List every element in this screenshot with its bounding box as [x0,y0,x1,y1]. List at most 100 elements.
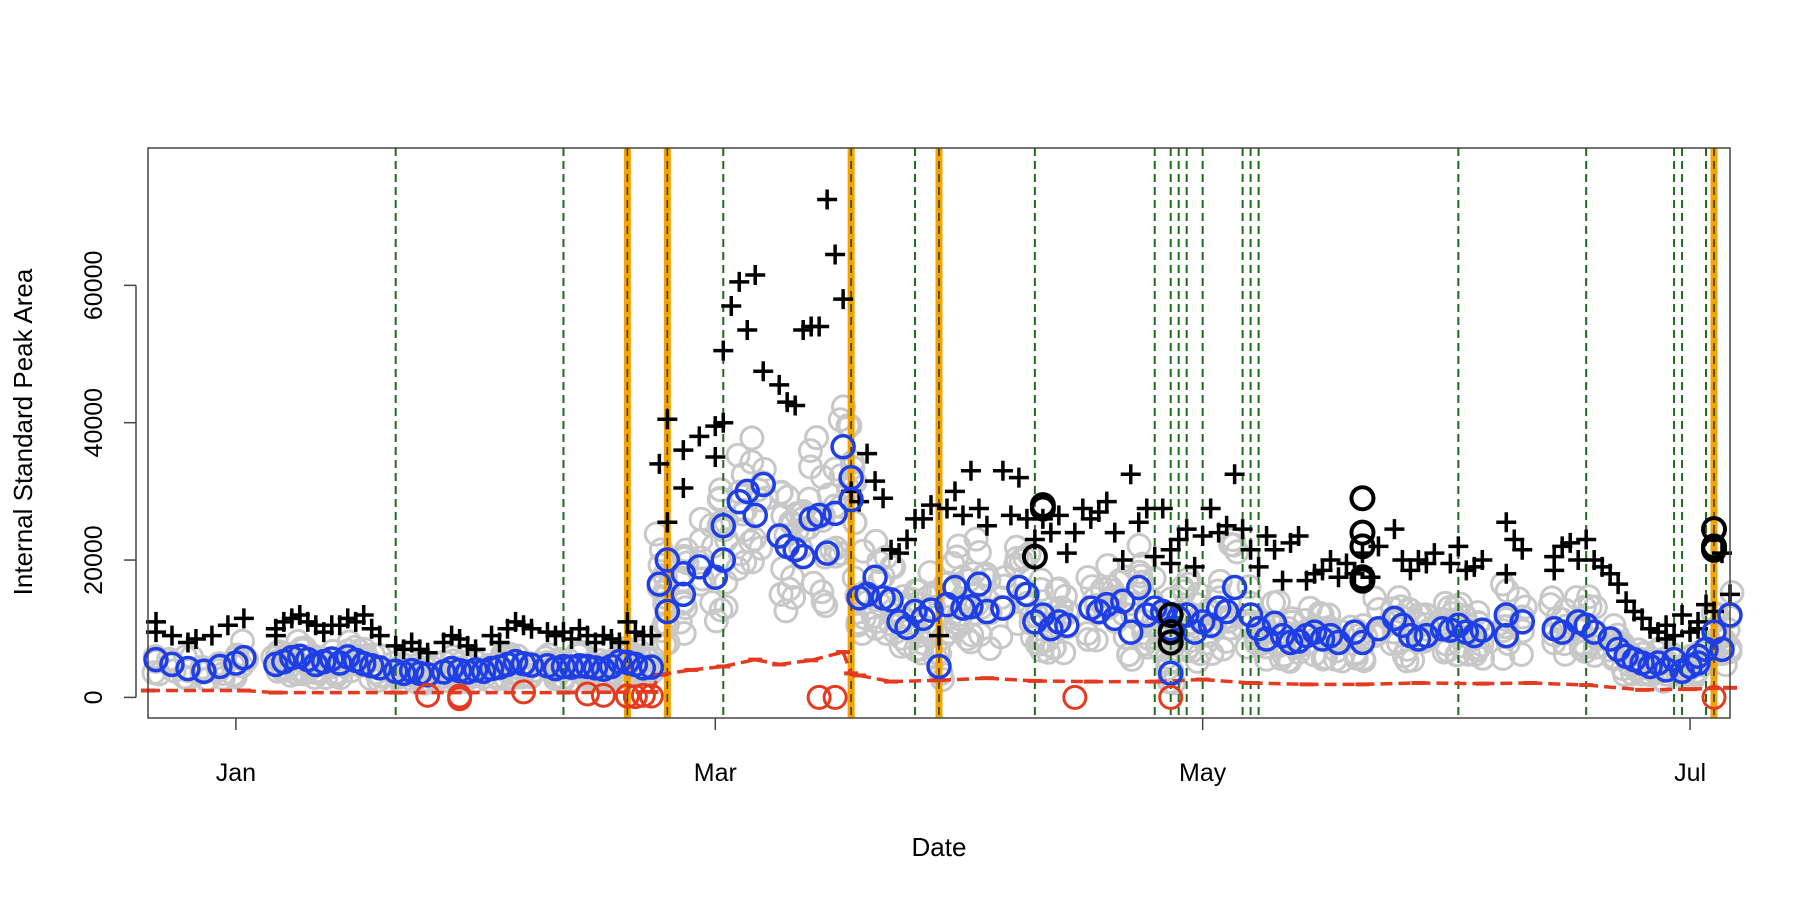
maximum-marker [785,395,806,416]
maximum-marker [1072,498,1093,519]
median-marker [1157,660,1184,687]
maximum-marker [713,340,734,361]
lower-limit-line [659,668,692,677]
median-marker [1038,615,1064,642]
maximum-marker [1440,553,1461,574]
replicate-point [1210,636,1236,662]
median-marker [1125,574,1152,601]
high-outlier-marker [1029,492,1056,519]
median-marker [1709,636,1735,663]
maximum-marker [1600,563,1621,584]
median-marker [1301,619,1328,645]
low-outlier-marker [630,682,656,708]
maximum-marker [825,244,846,265]
maximum-marker [161,625,182,646]
median-marker [790,543,816,570]
lower-limit-line [1482,681,1531,686]
maximum-marker [1248,556,1269,577]
median-marker [646,571,673,597]
maximum-marker [1544,560,1565,581]
low-outlier-marker [638,683,664,709]
replicate-point [672,546,698,572]
median-marker [159,651,185,678]
lower-limit-line [1362,681,1419,687]
maximum-marker [1160,553,1181,574]
maximum-marker [753,361,774,382]
maximum-marker [913,508,934,529]
low-outlier-marker [590,682,616,708]
maximum-marker [865,471,886,492]
median-marker [1054,612,1080,639]
maximum-marker [1184,556,1205,577]
median-marker [1573,612,1599,639]
replicate-point [1310,646,1336,672]
lower-limit-line [1202,677,1251,685]
low-outlier-marker [1158,684,1184,710]
maximum-marker [1320,550,1341,571]
median-marker [814,540,840,566]
maximum-marker [721,295,742,316]
lower-limit-line [810,650,844,663]
maximum-marker [649,453,670,474]
maximum-marker [1232,519,1253,540]
x-axis: Jan Mar May Jul [216,718,1706,787]
maximum-marker [857,443,878,464]
high-outlier-marker [1157,601,1184,628]
median-marker [654,547,681,573]
high-outlier-marker [1349,485,1376,512]
maximum-marker [657,409,678,430]
y-tick-label: 40000 [80,388,108,458]
maximum-marker [1472,550,1493,571]
median-marker [1317,622,1344,649]
replicate-point [726,479,752,505]
maximum-marker [673,440,694,461]
x-tick-label: Jan [216,759,256,787]
median-marker [902,598,928,625]
replicate-point [1466,635,1492,661]
replicate-point [810,589,836,615]
replicate-point [1362,585,1388,611]
maximum-markers-layer [145,189,1740,663]
replicate-point [1351,648,1377,674]
median-marker [742,502,768,529]
replicate-cloud-layer [141,394,1745,696]
maximum-marker [1664,625,1685,646]
maximum-marker [1672,604,1693,625]
maximum-marker [737,319,758,340]
replicate-point [988,624,1014,650]
maximum-marker [817,189,838,210]
maximum-marker [1192,526,1213,547]
median-marker [822,500,848,527]
outlier-markers-layer [415,485,1728,712]
replicate-point [748,535,774,561]
median-marker [1014,581,1040,608]
maximum-marker [929,625,949,646]
median-marker [1493,622,1520,649]
median-marker [207,653,233,680]
maximum-marker [217,615,238,636]
maximum-marker [1120,464,1141,485]
replicate-point [739,549,765,575]
maximum-marker [1400,560,1421,581]
low-outlier-marker [1062,684,1088,710]
replicate-point [739,425,765,451]
lower-limit-line [841,651,853,674]
replicate-point [797,438,823,464]
median-marker [1581,619,1607,645]
median-marker [966,571,992,597]
maximum-marker [1176,519,1197,540]
maximum-marker [521,618,542,639]
maximum-marker [1152,498,1173,519]
maximum-marker [1504,529,1525,550]
lower-limit-line [858,673,892,684]
maximum-marker [185,629,206,650]
replicate-point [1083,627,1109,653]
median-marker [918,597,944,623]
low-outlier-marker [806,684,832,710]
median-marker [1086,598,1112,625]
median-marker [1006,574,1032,601]
x-tick-label: Jul [1674,759,1706,787]
maximum-marker [729,271,750,292]
maximum-marker [1448,536,1469,557]
maximum-marker [1240,539,1261,560]
